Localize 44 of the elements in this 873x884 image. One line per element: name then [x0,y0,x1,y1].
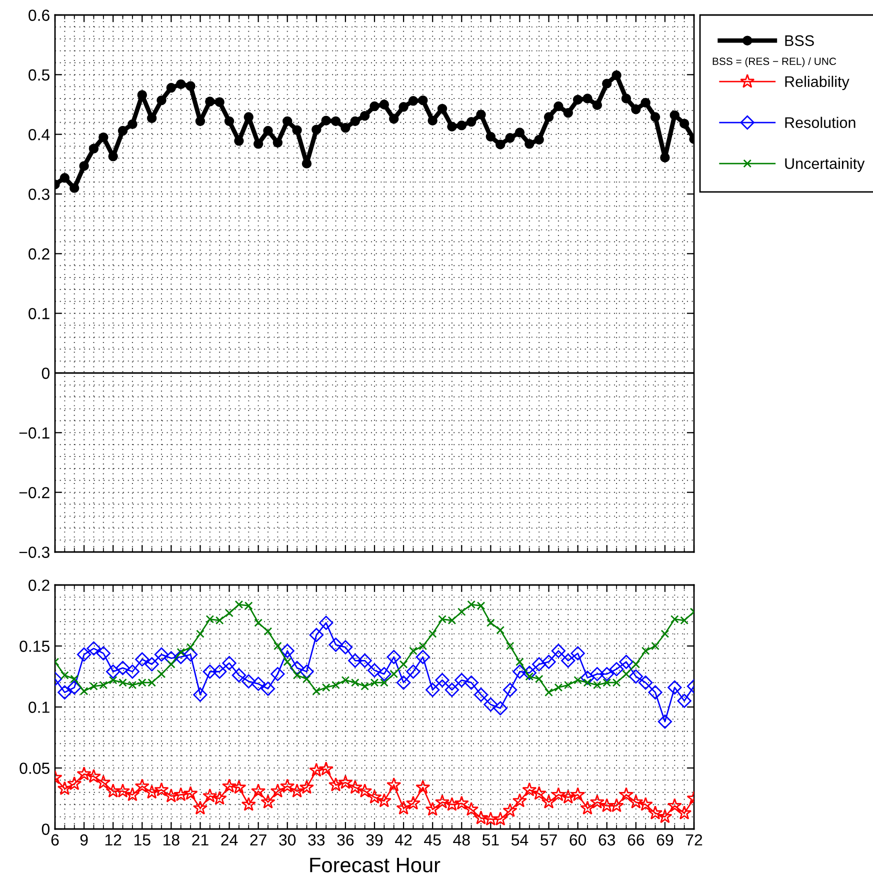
y-tick-label: 0.4 [28,128,50,140]
x-tick-label: 69 [656,834,674,846]
x-axis-title: Forecast Hour [310,858,440,872]
x-tick-label: 30 [279,834,296,846]
y-tick-label: 0 [42,824,50,835]
x-tick-label: 60 [570,834,586,846]
x-tick-label: 33 [308,834,325,846]
x-tick-label: 72 [686,834,702,846]
x-tick-label: 12 [105,834,122,846]
legend-label: Uncertainity [785,158,865,172]
x-tick-label: 18 [164,834,180,846]
x-tick-label: 45 [424,834,441,846]
x-tick-label: 6 [51,834,59,846]
y-tick-label: 0.1 [28,702,50,713]
x-tick-label: 63 [598,834,616,846]
y-tick-label: −0.2 [19,486,50,498]
x-tick-label: 54 [511,834,528,846]
y-tick-label: 0.15 [20,640,50,652]
legend-label: Resolution [785,116,856,128]
y-tick-label: 0.1 [28,308,50,320]
x-tick-label: 51 [482,834,499,846]
x-tick-label: 66 [628,834,644,846]
x-tick-label: 42 [395,834,412,846]
legend-label: BSS [785,35,814,46]
x-tick-label: 57 [540,834,557,846]
x-tick-label: 27 [250,834,266,846]
x-tick-label: 36 [337,834,354,846]
x-tick-label: 48 [453,834,470,846]
legend-label: Reliability [785,76,850,90]
x-tick-label: 15 [134,834,150,846]
y-tick-label: 0.3 [28,188,50,200]
y-tick-label: −0.3 [19,546,50,558]
y-tick-label: 0.6 [28,10,50,21]
y-tick-label: 0 [42,368,50,379]
y-tick-label: −0.1 [19,427,50,439]
y-tick-label: 0.2 [28,580,50,591]
text: BSS = (RES − REL) / UNC [712,57,836,68]
x-tick-label: 9 [80,834,88,846]
y-tick-label: 0.2 [28,248,50,260]
x-tick-label: 21 [192,834,208,846]
x-tick-label: 39 [366,834,383,846]
x-tick-label: 24 [221,834,238,846]
y-tick-label: 0.05 [20,762,50,774]
y-tick-label: 0.5 [28,69,50,81]
